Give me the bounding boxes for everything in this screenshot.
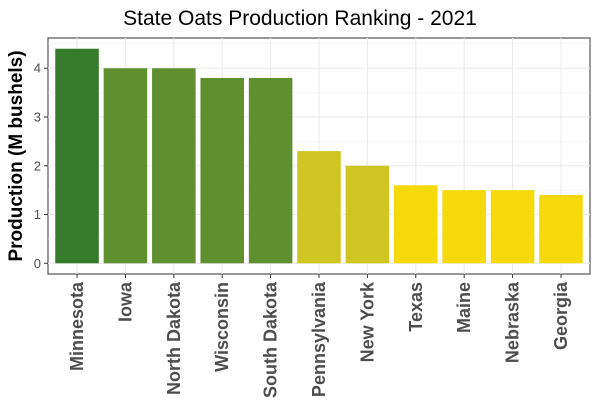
bar-wisconsin [200,77,244,264]
bar-north-dakota [152,68,196,264]
x-tick-label: Minnesota [67,281,87,371]
y-axis-ticks: 0 1 2 3 4 [34,61,48,271]
bar-maine [442,190,486,264]
x-tick-label: New York [357,281,377,362]
y-tick-label: 4 [34,61,41,76]
x-tick-label: Iowa [115,281,135,322]
x-tick-label: North Dakota [164,281,184,395]
x-tick-label: Wisconsin [212,282,232,372]
x-tick-label: Georgia [551,281,571,350]
bars [55,48,583,264]
x-tick-label: Maine [454,282,474,333]
x-tick-label: Pennsylvania [309,281,329,397]
y-tick-label: 3 [34,109,41,124]
y-tick-label: 2 [34,158,41,173]
bar-iowa [103,68,148,264]
y-tick-label: 0 [34,256,41,271]
bar-new-york [345,165,390,264]
x-tick-label: South Dakota [261,281,281,398]
x-axis-ticks: Minnesota Iowa North Dakota Wisconsin South … [67,274,571,398]
bar-pennsylvania [297,151,341,264]
x-tick-label: Texas [406,282,426,332]
bar-nebraska [490,190,535,264]
bar-south-dakota [248,77,293,264]
bar-georgia [539,195,583,264]
bar-minnesota [55,48,99,264]
y-tick-label: 1 [34,207,41,222]
bar-texas [394,185,438,264]
y-axis-label: Production (M bushels) [6,50,27,261]
x-tick-label: Nebraska [503,281,523,363]
chart-title: State Oats Production Ranking - 2021 [123,7,477,30]
